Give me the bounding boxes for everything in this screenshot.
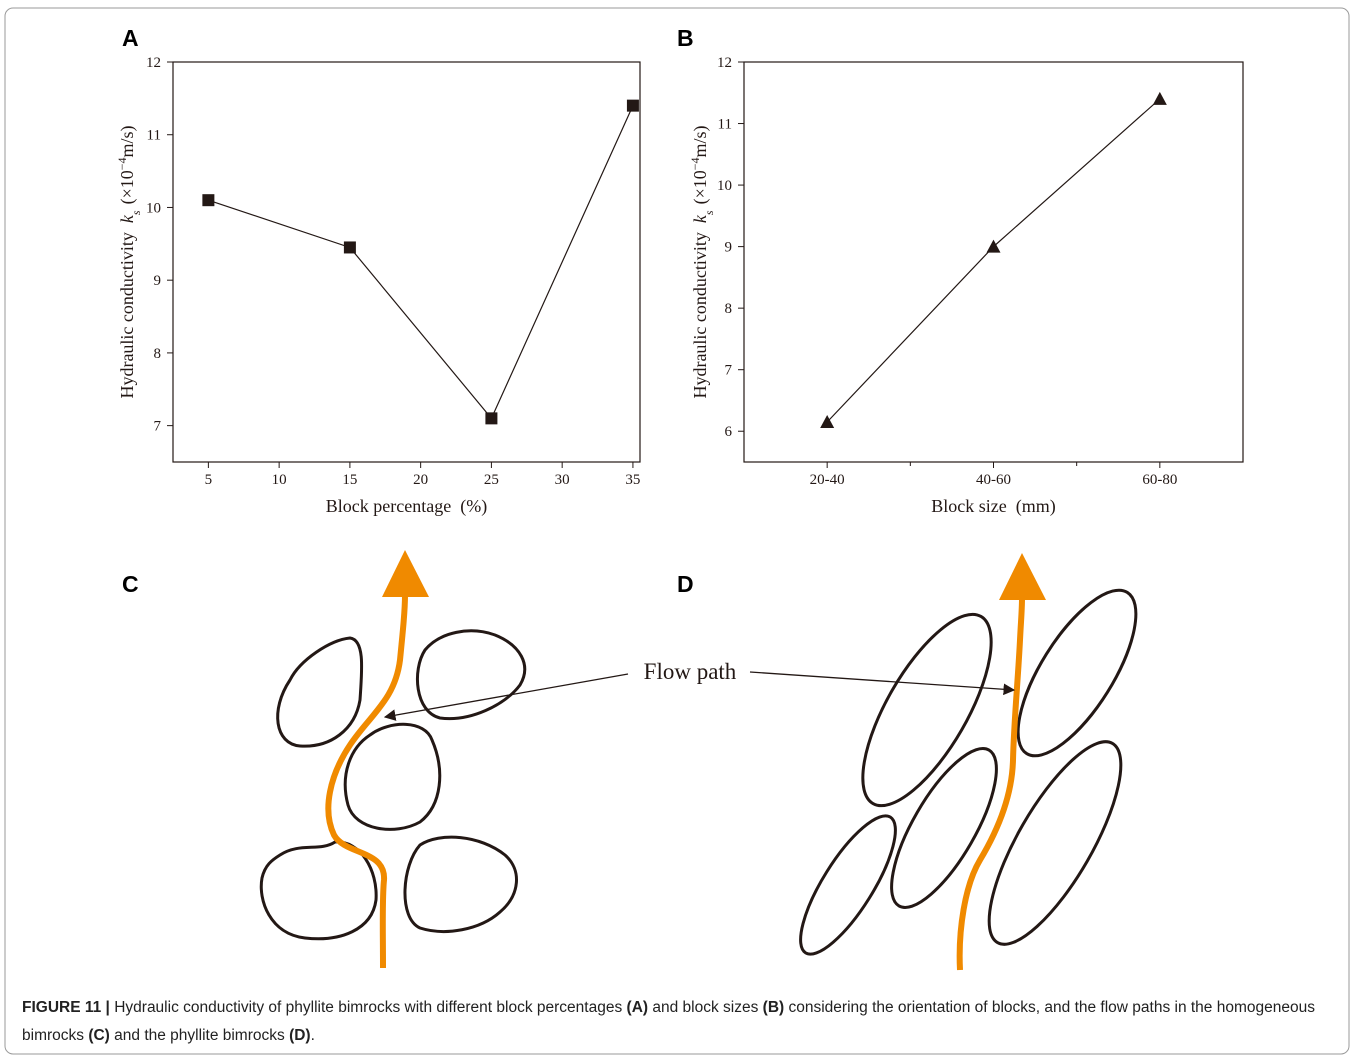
x-axis-label: Block percentage (%) (326, 496, 487, 517)
caption-segment: and block sizes (648, 999, 763, 1016)
marker (820, 415, 835, 428)
caption-segment: (A) (626, 999, 649, 1016)
y-label-unit: m/s) (690, 125, 711, 157)
y-tick-label: 8 (725, 301, 733, 317)
x-axis-label: Block size (mm) (931, 496, 1055, 517)
x-tick-label: 40-60 (976, 472, 1011, 488)
y-label-subscript: s (702, 210, 716, 215)
y-tick-label: 9 (725, 240, 733, 256)
block (890, 747, 998, 909)
y-label-text: Hydraulic conductivity (690, 232, 710, 398)
y-tick-label: 12 (146, 55, 161, 71)
block (799, 814, 897, 956)
x-tick-label: 20-40 (810, 472, 845, 488)
block (987, 740, 1123, 946)
block (259, 840, 378, 941)
caption-segment: (D) (289, 1027, 311, 1044)
diagram-d (799, 588, 1138, 956)
flow-path (956, 597, 1025, 971)
annotation-arrow (749, 671, 1016, 696)
y-label-text: Hydraulic conductivity (117, 232, 137, 398)
y-axis-label: Hydraulic conductivity ks (×10−4m/s) (115, 125, 143, 398)
marker (485, 412, 498, 425)
panel-label: B (677, 25, 694, 51)
x-tick-label: 30 (555, 472, 570, 488)
caption-segment: . (310, 1027, 315, 1044)
y-label-unit: m/s) (117, 125, 138, 157)
block (415, 629, 527, 721)
block (276, 636, 364, 748)
y-tick-label: 6 (725, 424, 733, 440)
panel-label: C (122, 571, 139, 597)
y-label-symbol: k (690, 214, 710, 223)
y-tick-label: 11 (718, 117, 732, 133)
x-tick-label: 60-80 (1142, 472, 1177, 488)
data-line (826, 98, 1161, 423)
x-tick-label: 5 (205, 472, 213, 488)
x-tick-label: 35 (625, 472, 640, 488)
y-tick-label: 10 (146, 200, 161, 216)
block (1016, 588, 1138, 758)
panel-label: D (677, 571, 694, 597)
panel-label: A (122, 25, 139, 51)
x-tick-label: 15 (342, 472, 357, 488)
y-tick-label: 11 (147, 128, 161, 144)
y-label-subscript: s (129, 210, 143, 215)
y-tick-label: 7 (725, 363, 733, 379)
block (403, 835, 518, 933)
y-label-unit: (×10 (117, 170, 138, 204)
marker (986, 239, 1001, 253)
x-tick-label: 10 (272, 472, 287, 488)
plot-frame (743, 61, 1244, 463)
y-tick-label: 8 (154, 346, 162, 362)
y-label-exponent: −4 (115, 157, 129, 170)
marker (1152, 91, 1167, 105)
x-tick-label: 25 (484, 472, 499, 488)
y-label-symbol: k (117, 214, 137, 223)
flow-path (325, 594, 408, 969)
x-tick-label: 20 (413, 472, 428, 488)
marker (202, 194, 215, 207)
marker (626, 99, 639, 112)
y-label-exponent: −4 (688, 157, 702, 170)
caption-segment: FIGURE 11 | (22, 999, 110, 1016)
flow-arrowhead (999, 553, 1046, 600)
y-label-unit: (×10 (690, 170, 711, 204)
caption: FIGURE 11 | Hydraulic conductivity of ph… (22, 994, 1332, 1050)
caption-segment: considering the orientation of blocks, a… (22, 999, 1320, 1044)
block (861, 612, 993, 808)
plot-frame (172, 61, 641, 463)
marker (343, 241, 356, 254)
y-tick-label: 7 (154, 419, 162, 435)
diagram-c (259, 629, 527, 941)
flow-path-label: Flow path (644, 659, 737, 684)
block (343, 722, 442, 831)
y-tick-label: 10 (717, 178, 732, 194)
y-tick-label: 9 (154, 273, 162, 289)
flow-arrowhead (382, 550, 429, 597)
data-line (208, 105, 634, 420)
caption-segment: and the phyllite bimrocks (109, 1027, 290, 1044)
caption-segment: (B) (762, 999, 785, 1016)
y-tick-label: 12 (717, 55, 732, 71)
annotation-arrow (383, 673, 629, 721)
caption-segment: Hydraulic conductivity of phyllite bimro… (109, 999, 627, 1016)
caption-segment: (C) (88, 1027, 110, 1044)
y-axis-label: Hydraulic conductivity ks (×10−4m/s) (688, 125, 716, 398)
frame (4, 7, 1350, 1055)
